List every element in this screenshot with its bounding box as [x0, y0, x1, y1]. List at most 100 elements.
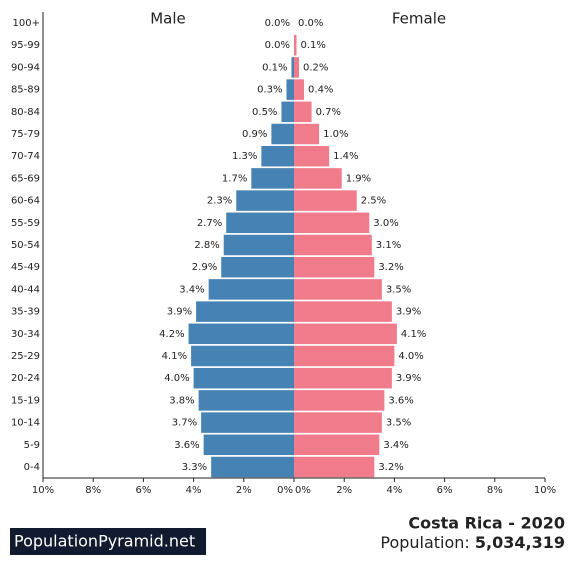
value-label: 4.0%	[398, 351, 423, 362]
footer-title: Costa Rica - 2020	[408, 514, 565, 533]
bar	[294, 212, 370, 234]
value-label: 3.5%	[386, 284, 411, 295]
bar	[203, 434, 294, 456]
brand-box	[10, 528, 206, 555]
bar	[196, 301, 294, 322]
x-tick-label: 6%	[135, 485, 151, 496]
y-tick-label: 80-84	[11, 107, 40, 118]
bar	[281, 101, 294, 123]
y-tick-label: 40-44	[11, 284, 40, 295]
x-tick-label: 10%	[32, 485, 54, 496]
y-tick-label: 85-89	[11, 85, 40, 96]
bar	[294, 323, 397, 345]
value-label: 2.3%	[207, 196, 232, 207]
y-tick-label: 70-74	[11, 151, 40, 162]
x-tick-label: 4%	[186, 485, 202, 496]
bar	[294, 456, 375, 478]
y-tick-label: 10-14	[11, 418, 40, 429]
y-tick-label: 0-4	[24, 462, 40, 473]
y-tick-label: 65-69	[11, 173, 40, 184]
side-label: Female	[392, 10, 446, 28]
bar	[223, 234, 294, 256]
y-tick-label: 100+	[13, 18, 40, 29]
y-tick-label: 95-99	[11, 40, 40, 51]
x-tick-label: 8%	[85, 485, 101, 496]
x-tick-label: 4%	[386, 485, 402, 496]
value-label: 3.6%	[388, 395, 413, 406]
value-label: 3.3%	[182, 462, 207, 473]
bar	[221, 256, 294, 278]
bar	[294, 57, 300, 78]
bar	[294, 34, 297, 56]
value-label: 0.4%	[308, 85, 333, 96]
value-label: 2.8%	[194, 240, 219, 251]
value-label: 1.4%	[333, 151, 358, 162]
y-tick-label: 75-79	[11, 129, 40, 140]
bar	[294, 101, 312, 123]
value-label: 3.4%	[179, 284, 204, 295]
value-label: 0.5%	[252, 107, 277, 118]
bar	[294, 367, 392, 389]
value-label: 3.9%	[167, 307, 192, 318]
value-label: 4.2%	[159, 329, 184, 340]
value-label: 3.4%	[383, 440, 408, 451]
x-tick-label: 10%	[534, 485, 556, 496]
bar	[286, 79, 294, 100]
value-label: 4.1%	[401, 329, 426, 340]
bar	[294, 190, 357, 211]
bar	[294, 145, 330, 167]
value-label: 3.2%	[378, 262, 403, 273]
bar	[208, 279, 294, 300]
bar	[291, 57, 294, 78]
bar	[271, 123, 294, 145]
value-label: 1.9%	[346, 173, 371, 184]
side-label: Male	[150, 10, 186, 28]
x-tick-label: 8%	[487, 485, 503, 496]
bar	[294, 123, 320, 145]
population-value: 5,034,319	[475, 533, 565, 552]
value-label: 3.9%	[396, 373, 421, 384]
value-label: 0.0%	[265, 18, 290, 29]
y-tick-label: 50-54	[11, 240, 40, 251]
y-tick-label: 20-24	[11, 373, 40, 384]
y-tick-label: 25-29	[11, 351, 40, 362]
bar	[211, 456, 294, 478]
value-label: 2.7%	[197, 218, 222, 229]
value-label: 4.0%	[164, 373, 189, 384]
bar	[294, 434, 380, 456]
y-tick-label: 45-49	[11, 262, 40, 273]
value-label: 0.7%	[316, 107, 341, 118]
population: Population: 5,034,319	[380, 533, 565, 552]
brand: PopulationPyramid.net	[14, 532, 195, 551]
x-tick-label: 0%	[295, 485, 311, 496]
x-tick-label: 2%	[236, 485, 252, 496]
value-label: 1.7%	[222, 173, 247, 184]
value-label: 3.7%	[172, 418, 197, 429]
bar	[193, 367, 294, 389]
value-label: 2.9%	[192, 262, 217, 273]
bar	[294, 79, 305, 100]
value-label: 3.6%	[174, 440, 199, 451]
x-tick-label: 6%	[437, 485, 453, 496]
value-label: 3.1%	[376, 240, 401, 251]
value-label: 0.0%	[265, 40, 290, 51]
bar	[294, 345, 395, 367]
y-tick-label: 35-39	[11, 307, 40, 318]
value-label: 3.9%	[396, 307, 421, 318]
bar	[294, 168, 342, 189]
value-label: 4.1%	[162, 351, 187, 362]
bar	[294, 256, 375, 278]
value-label: 3.0%	[373, 218, 398, 229]
x-tick-label: 2%	[336, 485, 352, 496]
population-label: Population:	[380, 533, 469, 552]
bar	[198, 390, 294, 411]
value-label: 2.5%	[361, 196, 386, 207]
y-tick-label: 15-19	[11, 395, 40, 406]
value-label: 0.2%	[303, 62, 328, 73]
bar	[188, 323, 294, 345]
y-tick-label: 90-94	[11, 62, 40, 73]
bar	[191, 345, 294, 367]
value-label: 3.5%	[386, 418, 411, 429]
bar	[261, 145, 294, 167]
